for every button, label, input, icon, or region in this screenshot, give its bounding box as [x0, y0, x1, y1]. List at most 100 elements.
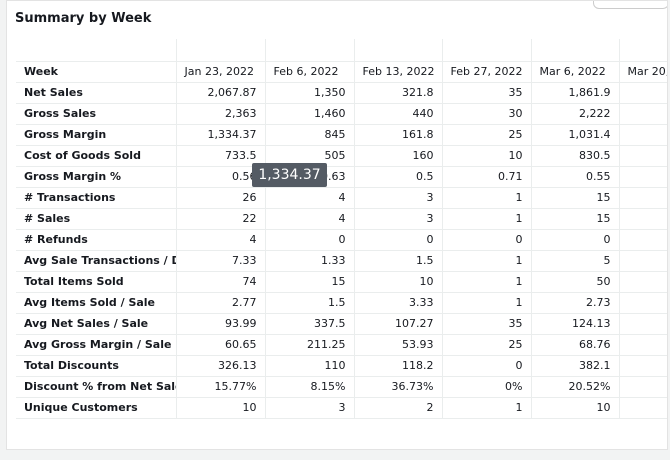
- row-label: Gross Sales: [16, 103, 176, 125]
- cell: 211.25: [264, 334, 354, 356]
- cell: [618, 355, 667, 377]
- cell: 15: [530, 208, 619, 230]
- cell: 1: [441, 208, 531, 230]
- header-row: Week Jan 23, 2022 Feb 6, 2022 Feb 13, 2022 F…: [16, 61, 667, 83]
- row: Net Sales 2,067.87 1,350 321.8 35 1,861.9: [16, 82, 667, 104]
- spacer-cell: [16, 39, 176, 62]
- cell: [618, 250, 667, 272]
- cell: 0.56: [175, 166, 265, 188]
- cell: 2.77: [175, 292, 265, 314]
- cell: 1: [441, 271, 531, 293]
- row-label: Avg Gross Margin / Sale: [16, 334, 176, 356]
- cell: [618, 208, 667, 230]
- cell: 22: [175, 208, 265, 230]
- row: Gross Sales 2,363 1,460 440 30 2,222: [16, 103, 667, 125]
- cell: 1,460: [264, 103, 354, 125]
- cell: 10: [353, 271, 442, 293]
- cell: 30: [441, 103, 531, 125]
- row-label: Unique Customers: [16, 397, 176, 419]
- cell: 1.5: [353, 250, 442, 272]
- cell: 830.5: [530, 145, 619, 167]
- cell: 2,067.87: [175, 82, 265, 104]
- cell: 3: [353, 208, 442, 230]
- cell: 36.73%: [353, 376, 442, 398]
- row-label: Gross Margin: [16, 124, 176, 146]
- cell: 0: [441, 355, 531, 377]
- cell: 1,861.9: [530, 82, 619, 104]
- column-header: Feb 27, 2022: [441, 61, 531, 83]
- spacer-cell: [264, 39, 354, 62]
- cell: 5: [530, 250, 619, 272]
- row-label: Total Items Sold: [16, 271, 176, 293]
- spacer-cell: [618, 39, 667, 62]
- row-label: # Sales: [16, 208, 176, 230]
- row-label: Avg Items Sold / Sale: [16, 292, 176, 314]
- cell: 3: [264, 397, 354, 419]
- cell: 1,350: [264, 82, 354, 104]
- row: Avg Sale Transactions / Day7.331.331.515: [16, 250, 667, 272]
- cell: 25: [441, 334, 531, 356]
- cell: 110: [264, 355, 354, 377]
- cell: [618, 376, 667, 398]
- row: Avg Items Sold / Sale 2.77 1.5 3.33 1 2.73: [16, 292, 667, 314]
- cell: 321.8: [353, 82, 442, 104]
- cell: 845: [264, 124, 354, 146]
- cell: 1: [441, 187, 531, 209]
- row-label: Avg Sale Transactions / Day: [16, 250, 176, 272]
- cell: [618, 397, 667, 419]
- cell: 2: [353, 397, 442, 419]
- cell: 7.33: [175, 250, 265, 272]
- column-header: Feb 6, 2022: [264, 61, 354, 83]
- cell: 1: [441, 250, 531, 272]
- row-label: Gross Margin %: [16, 166, 176, 188]
- cell: 1,334.37: [175, 124, 265, 146]
- row: # Refunds 4 0 0 0 0: [16, 229, 667, 251]
- cell: 20.52%: [530, 376, 619, 398]
- cell: [618, 103, 667, 125]
- cell: 1.33: [264, 250, 354, 272]
- column-header: Jan 23, 2022: [175, 61, 265, 83]
- cell: 107.27: [353, 313, 442, 335]
- cell: 0.5: [353, 166, 442, 188]
- cell: [618, 334, 667, 356]
- cell: 15: [264, 271, 354, 293]
- tooltip: 1,334.37: [252, 163, 327, 187]
- cell: 10: [175, 397, 265, 419]
- row: # Transactions 26 4 3 1 15: [16, 187, 667, 209]
- row: Gross Margin 1,334.37 845 161.8 25 1,031.4: [16, 124, 667, 146]
- spacer-cell: [441, 39, 531, 62]
- cell: 382.1: [530, 355, 619, 377]
- row-label: Net Sales: [16, 82, 176, 104]
- cell: 53.93: [353, 334, 442, 356]
- row: Avg Gross Margin / Sale 60.65 211.25 53.93 2…: [16, 334, 667, 356]
- cell: [618, 145, 667, 167]
- cell: [618, 229, 667, 251]
- cell: 4: [264, 208, 354, 230]
- cell: [618, 292, 667, 314]
- cell: [618, 271, 667, 293]
- cell: 326.13: [175, 355, 265, 377]
- cell: 440: [353, 103, 442, 125]
- cell: 26: [175, 187, 265, 209]
- toolbar[interactable]: [593, 1, 667, 9]
- card: Summary by Week Week Jan 23, 2022 Feb 6, 2…: [6, 0, 668, 450]
- table-body: Week Jan 23, 2022 Feb 6, 2022 Feb 13, 2022 F…: [16, 39, 667, 419]
- cell: 1,031.4: [530, 124, 619, 146]
- cell: 0: [530, 229, 619, 251]
- cell: 35: [441, 82, 531, 104]
- cell: 160: [353, 145, 442, 167]
- cell: 0.55: [530, 166, 619, 188]
- cell: 68.76: [530, 334, 619, 356]
- title: Summary by Week: [15, 11, 152, 26]
- cell: 4: [175, 229, 265, 251]
- cell: [618, 124, 667, 146]
- spacer-row: [16, 39, 667, 62]
- row: Total Discounts 326.13 110 118.2 0 382.1: [16, 355, 667, 377]
- table-wrap: Week Jan 23, 2022 Feb 6, 2022 Feb 13, 2022 F…: [16, 39, 667, 419]
- row: Gross Margin % 0.56 0.63 0.5 0.71 0.55: [16, 166, 667, 188]
- cell: 337.5: [264, 313, 354, 335]
- cell: 10: [530, 397, 619, 419]
- row-label: Cost of Goods Sold: [16, 145, 176, 167]
- cell: [618, 313, 667, 335]
